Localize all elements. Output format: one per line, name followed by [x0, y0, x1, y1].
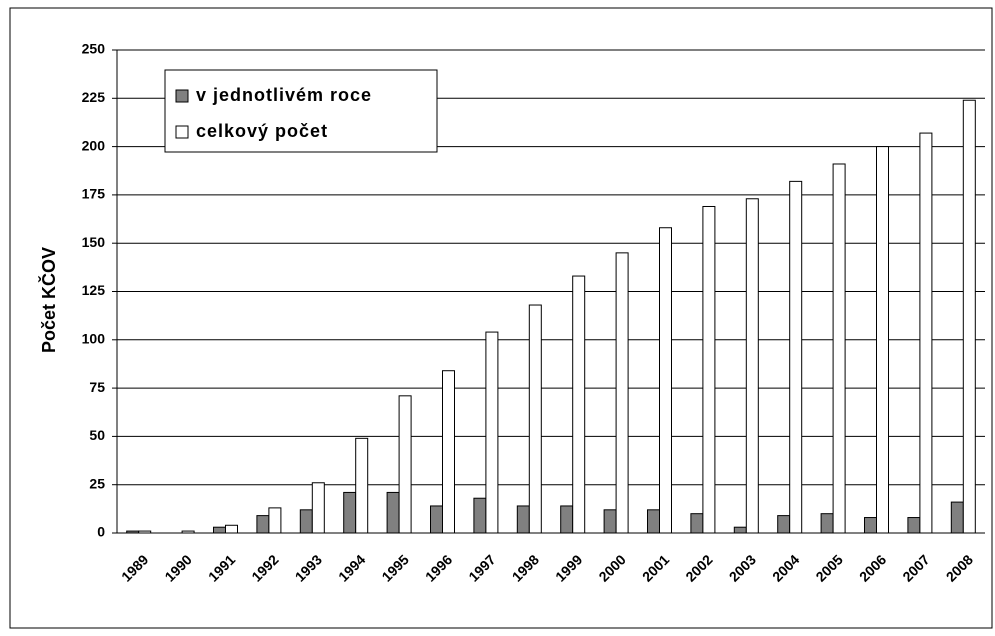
legend-swatch	[175, 125, 189, 139]
bar	[473, 497, 487, 534]
bar	[777, 515, 791, 534]
bar	[572, 275, 586, 534]
bar	[733, 526, 747, 534]
bar	[919, 132, 933, 534]
y-tick-label: 25	[89, 475, 105, 491]
legend-swatch	[175, 89, 189, 103]
bar	[299, 509, 313, 534]
bar	[430, 505, 443, 534]
y-tick-label: 50	[89, 427, 105, 443]
y-tick-label: 75	[89, 379, 105, 395]
y-tick-label: 200	[82, 137, 106, 153]
y-tick-label: 150	[82, 234, 106, 250]
legend-box	[164, 69, 438, 153]
bar	[659, 227, 672, 534]
legend-label: celkový počet	[196, 121, 328, 141]
bar	[138, 530, 152, 534]
bar	[311, 482, 325, 534]
bar	[832, 163, 846, 534]
bar	[702, 205, 716, 534]
bar	[789, 180, 803, 534]
y-tick-label: 125	[82, 282, 106, 298]
y-tick-label: 100	[82, 331, 106, 347]
bar	[820, 513, 834, 534]
bar	[950, 501, 964, 534]
bar	[386, 491, 400, 534]
bar	[962, 99, 976, 534]
bar	[528, 304, 542, 534]
bar	[485, 331, 499, 534]
legend-label: v jednotlivém roce	[196, 85, 372, 105]
bar	[690, 513, 704, 534]
bar	[126, 530, 140, 534]
bar	[745, 198, 759, 534]
bar	[225, 524, 238, 534]
y-axis-label: Počet KČOV	[38, 247, 59, 353]
bar	[213, 526, 226, 534]
bar	[343, 491, 357, 534]
bar	[615, 252, 629, 534]
bar	[442, 370, 455, 534]
bar	[560, 505, 574, 534]
y-tick-label: 225	[82, 89, 106, 105]
bar	[181, 530, 195, 534]
y-tick-label: 0	[97, 524, 105, 540]
bar	[256, 515, 270, 534]
bar	[516, 505, 530, 534]
y-tick-label: 175	[82, 186, 106, 202]
y-tick-label: 250	[82, 41, 106, 57]
bar	[268, 507, 282, 534]
bar	[603, 509, 617, 534]
bar	[876, 146, 889, 534]
bar	[647, 509, 660, 534]
bar	[355, 437, 369, 534]
bar	[907, 517, 921, 534]
bar	[398, 395, 412, 534]
bar	[864, 517, 877, 534]
